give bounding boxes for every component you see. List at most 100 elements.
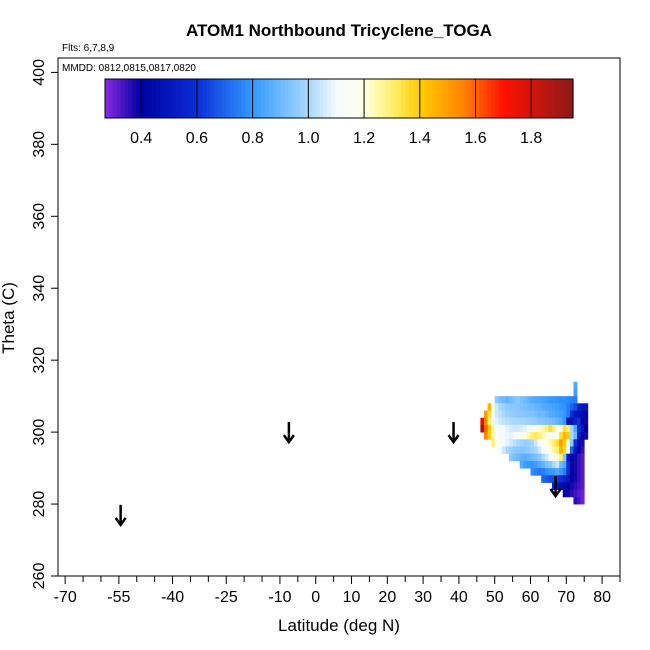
heatmap-cell: [559, 432, 564, 440]
heatmap-cell: [534, 453, 539, 462]
heatmap-cell: [523, 417, 528, 426]
heatmap-cell: [573, 460, 578, 469]
heatmap-cell: [537, 468, 542, 476]
heatmap-cell: [505, 446, 510, 455]
colorbar-segment: [108, 79, 114, 118]
heatmap-cell: [541, 396, 546, 404]
heatmap-cell: [566, 396, 571, 404]
heatmap-cell: [551, 475, 556, 483]
heatmap-cell: [548, 475, 553, 483]
heatmap-cell: [577, 489, 582, 498]
colorbar-segment: [448, 79, 453, 118]
colorbar-segment: [186, 79, 192, 118]
heatmap-cell: [501, 439, 506, 447]
heatmap-cell: [569, 417, 574, 426]
colorbar-segment: [300, 79, 305, 118]
heatmap-cell: [494, 432, 499, 440]
colorbar-segment: [413, 79, 418, 118]
heatmap-cell: [551, 439, 556, 447]
heatmap-cell: [505, 424, 510, 433]
heatmap-cell: [580, 482, 585, 491]
heatmap-cell: [526, 432, 531, 440]
heatmap-cell: [555, 439, 560, 447]
colorbar-segment: [159, 79, 165, 118]
heatmap-cell: [530, 403, 535, 411]
heatmap-cell: [523, 453, 528, 462]
heatmap-cell: [548, 424, 553, 433]
heatmap-cell: [559, 417, 564, 426]
heatmap-cell: [577, 460, 582, 469]
heatmap-cell: [573, 468, 578, 476]
colorbar-segment: [292, 79, 297, 118]
colorbar-segment: [381, 79, 387, 118]
heatmap-cell: [562, 468, 567, 476]
colorbar-tick-label: 1.2: [353, 130, 375, 147]
heatmap-cell: [580, 460, 585, 469]
heatmap-cell: [577, 453, 582, 462]
colorbar-tick-label: 1.0: [297, 130, 319, 147]
colorbar-segment: [522, 79, 527, 118]
heatmap-cell: [526, 417, 531, 426]
heatmap-cell: [555, 424, 560, 433]
heatmap-cell: [548, 410, 553, 419]
heatmap-cell: [526, 446, 531, 455]
x-tick-label: 80: [593, 589, 611, 606]
heatmap-cell: [559, 446, 564, 455]
colorbar-segment: [167, 79, 172, 118]
colorbar: 0.4 0.6 0.8 1.0 1.2 1.4 1.6 1.8: [104, 78, 574, 147]
heatmap-cell: [555, 446, 560, 455]
heatmap-cell: [498, 439, 503, 447]
colorbar-segment: [327, 79, 332, 118]
heatmap-cell: [541, 424, 546, 433]
heatmap-cell: [551, 468, 556, 476]
heatmap-cell: [580, 432, 585, 440]
colorbar-segment: [272, 79, 278, 118]
heatmap-cell: [491, 439, 496, 447]
heatmap-cell: [544, 403, 549, 411]
y-axis: 260 280 300 320 340 360 380 400: [31, 59, 58, 589]
heatmap-cell: [566, 453, 571, 462]
heatmap-cell: [569, 403, 574, 411]
heatmap-cell: [534, 424, 539, 433]
heatmap-cell: [526, 424, 531, 433]
colorbar-segment: [261, 79, 266, 118]
heatmap-cell: [516, 410, 521, 419]
heatmap-cell: [519, 396, 524, 404]
x-tick-label: -10: [268, 589, 291, 606]
heatmap-cell: [512, 439, 517, 447]
heatmap-cell: [501, 432, 506, 440]
heatmap-cell: [559, 475, 564, 483]
heatmap-cell: [501, 446, 506, 455]
x-tick-label: 30: [414, 589, 432, 606]
heatmap-cell: [480, 417, 485, 426]
heatmap-cell: [537, 410, 542, 419]
heatmap-cell: [555, 396, 560, 404]
heatmap-cell: [573, 446, 578, 455]
heatmap-cell: [494, 396, 499, 404]
colorbar-segment: [397, 79, 402, 118]
heatmap-cell: [562, 489, 567, 498]
colorbar-segment: [549, 79, 555, 118]
heatmap-cell: [501, 410, 506, 419]
colorbar-segment: [569, 79, 574, 118]
heatmap-cell: [541, 460, 546, 469]
colorbar-segment: [452, 79, 457, 118]
flight-direction-arrow: [549, 476, 562, 499]
colorbar-segment: [296, 79, 301, 118]
heatmap-cell: [584, 403, 589, 411]
colorbar-segment: [276, 79, 282, 118]
heatmap-cell: [494, 417, 499, 426]
heatmap-cell: [537, 460, 542, 469]
heatmap-cell: [544, 468, 549, 476]
colorbar-segment: [241, 79, 246, 118]
heatmap-cell: [562, 417, 567, 426]
colorbar-segment: [479, 79, 484, 118]
heatmap-cell: [544, 410, 549, 419]
heatmap-cell: [551, 403, 556, 411]
heatmap-cell: [537, 453, 542, 462]
heatmap-cell: [559, 424, 564, 433]
heatmap-cell: [491, 410, 496, 419]
heatmap-cell: [498, 403, 503, 411]
heatmap-cell: [569, 453, 574, 462]
colorbar-segment: [175, 79, 180, 118]
